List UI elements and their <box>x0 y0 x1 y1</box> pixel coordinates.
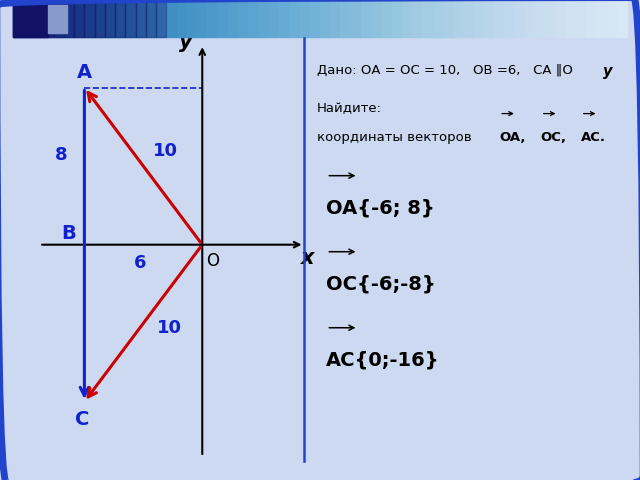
Bar <box>381 0 392 37</box>
Bar <box>279 0 289 37</box>
Bar <box>412 0 422 37</box>
Bar <box>125 0 136 37</box>
Bar <box>402 0 412 37</box>
Text: OC{-6;-8}: OC{-6;-8} <box>326 275 436 294</box>
Bar <box>351 0 361 37</box>
Bar <box>218 0 228 37</box>
Bar <box>443 0 453 37</box>
Bar <box>197 0 207 37</box>
Bar <box>422 0 433 37</box>
Bar <box>95 0 105 37</box>
Bar <box>54 0 64 37</box>
Bar <box>545 0 556 37</box>
Bar <box>64 0 74 37</box>
Bar <box>340 0 351 37</box>
Text: 10: 10 <box>153 142 178 160</box>
Bar <box>586 0 596 37</box>
Text: y: y <box>604 64 612 79</box>
Bar <box>105 0 115 37</box>
Bar <box>84 0 95 37</box>
Bar <box>228 0 238 37</box>
Bar <box>248 0 259 37</box>
Text: 6: 6 <box>134 254 146 272</box>
Bar <box>74 0 84 37</box>
Bar <box>238 0 248 37</box>
Bar <box>207 0 218 37</box>
Bar <box>146 0 156 37</box>
Bar <box>617 0 627 37</box>
Bar <box>515 0 525 37</box>
Text: AC.: AC. <box>581 132 606 144</box>
Bar <box>463 0 474 37</box>
Text: y: y <box>179 32 192 52</box>
Text: O: O <box>206 252 219 270</box>
Text: A: A <box>77 63 92 82</box>
Bar <box>74 0 84 37</box>
Bar <box>95 0 105 37</box>
Text: x: x <box>301 248 314 268</box>
Bar <box>156 0 166 37</box>
Bar <box>289 0 300 37</box>
Bar <box>484 0 494 37</box>
Bar <box>136 0 146 37</box>
Bar <box>535 0 545 37</box>
Text: 10: 10 <box>157 319 182 337</box>
Bar <box>320 0 330 37</box>
Bar <box>115 0 125 37</box>
Bar <box>474 0 484 37</box>
Text: B: B <box>61 224 76 243</box>
Bar <box>504 0 515 37</box>
Bar <box>125 0 136 37</box>
Bar <box>371 0 381 37</box>
Bar <box>156 0 166 37</box>
Text: Дано: ОА = ОС = 10,   ОВ =6,   СА ‖О: Дано: ОА = ОС = 10, ОВ =6, СА ‖О <box>317 64 573 77</box>
Bar <box>259 0 269 37</box>
Bar <box>300 0 310 37</box>
Bar <box>146 0 156 37</box>
Bar <box>44 0 54 37</box>
Bar <box>13 0 23 37</box>
Bar <box>23 0 33 37</box>
Bar <box>453 0 463 37</box>
Bar <box>177 0 187 37</box>
Bar <box>596 0 607 37</box>
Bar <box>48 5 67 33</box>
Bar <box>166 0 177 37</box>
Bar <box>23 0 33 37</box>
Text: C: C <box>75 410 89 430</box>
Bar <box>33 0 44 37</box>
Bar <box>115 0 125 37</box>
Bar <box>433 0 443 37</box>
Bar <box>64 0 74 37</box>
Text: AC{0;-16}: AC{0;-16} <box>326 351 440 370</box>
Text: координаты векторов: координаты векторов <box>317 132 472 144</box>
Bar <box>84 0 95 37</box>
Text: 8: 8 <box>55 146 68 164</box>
Bar <box>187 0 197 37</box>
Bar <box>33 0 44 37</box>
Text: OA{-6; 8}: OA{-6; 8} <box>326 199 435 218</box>
Bar <box>310 0 320 37</box>
Bar <box>13 0 48 37</box>
Bar <box>44 0 54 37</box>
Bar <box>136 0 146 37</box>
Bar <box>392 0 402 37</box>
Bar <box>330 0 340 37</box>
Bar <box>566 0 576 37</box>
Bar <box>361 0 371 37</box>
Bar <box>105 0 115 37</box>
Bar <box>54 0 64 37</box>
Bar <box>525 0 535 37</box>
Text: OA,: OA, <box>499 132 525 144</box>
Bar <box>13 0 23 37</box>
Bar <box>576 0 586 37</box>
Bar <box>607 0 617 37</box>
Bar <box>494 0 504 37</box>
Bar <box>556 0 566 37</box>
Text: OC,: OC, <box>541 132 567 144</box>
Text: Найдите:: Найдите: <box>317 102 382 115</box>
Bar <box>269 0 279 37</box>
